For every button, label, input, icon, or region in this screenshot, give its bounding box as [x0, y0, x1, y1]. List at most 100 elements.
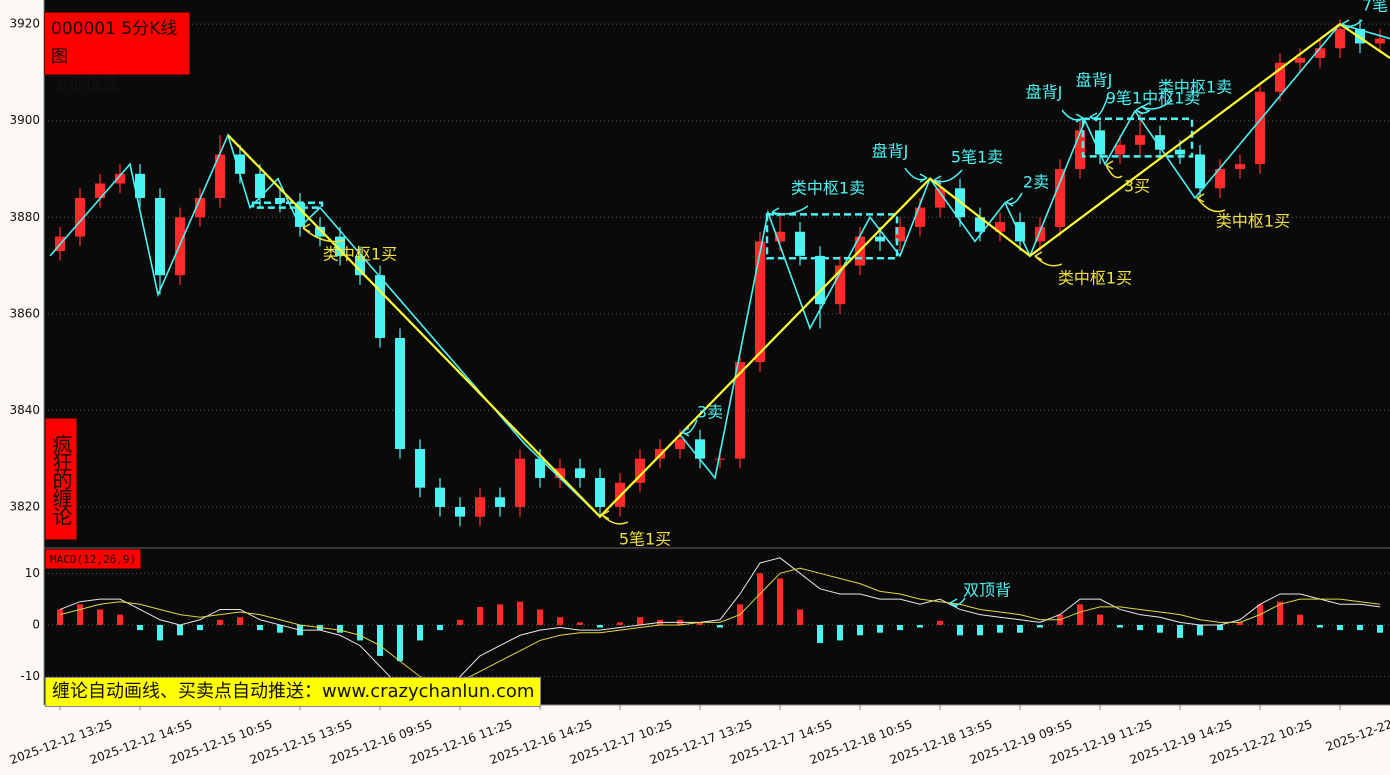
annotation-arrowhead [771, 207, 780, 217]
macd-bar [757, 573, 763, 625]
annotation: 盘背J [1026, 83, 1063, 102]
y-tick-label: 3920 [9, 17, 40, 31]
annotation-arrowhead [1089, 112, 1098, 122]
candle-body [1115, 144, 1125, 155]
macd-bar [997, 624, 1003, 633]
candle-body [1275, 62, 1285, 92]
y-tick-label: 3820 [9, 499, 40, 513]
candle-body [1055, 168, 1065, 227]
macd-bar [597, 624, 603, 628]
macd-bar [137, 624, 143, 631]
bi-line [227, 22, 1390, 519]
macd-bar [217, 619, 223, 625]
y-tick-label: 3880 [9, 210, 40, 224]
macd-bar [837, 624, 843, 641]
macd-bar [397, 624, 403, 662]
annotation-arrow [771, 205, 809, 215]
candle-body [795, 231, 805, 256]
macd-bar [437, 624, 443, 631]
macd-bar [157, 624, 163, 641]
candle-body [1255, 91, 1265, 165]
annotation-arrowhead [601, 510, 610, 520]
annotation-arrowhead [681, 427, 690, 437]
annotation-arrowhead [1141, 102, 1150, 112]
candle-body [1135, 135, 1145, 145]
macd-bar [937, 620, 943, 625]
candle-body [255, 173, 265, 198]
candle-body [1215, 168, 1225, 189]
y-tick-label: 3860 [9, 306, 40, 320]
candle-body [635, 458, 645, 483]
annotation-arrowhead [302, 223, 311, 233]
y-tick-label: 10 [25, 566, 40, 580]
candle-body [1235, 164, 1245, 169]
dea-line [59, 567, 1381, 683]
macd-bar [1077, 604, 1083, 625]
candle-body [1175, 149, 1185, 155]
annotation: 2卖 [1023, 173, 1049, 192]
macd-bar [877, 624, 883, 633]
macd-bar [1197, 624, 1203, 636]
annotation: 类中枢1买 [1216, 212, 1290, 231]
macd-bar [1137, 624, 1143, 631]
macd-bar [1377, 624, 1383, 633]
macd-bar [197, 624, 203, 631]
candle-body [675, 439, 685, 450]
candle-body [155, 197, 165, 276]
candle-body [355, 255, 365, 276]
annotation: 9笔1中枢1卖 [1106, 89, 1201, 108]
candle-body [75, 197, 85, 237]
macd-bar [977, 624, 983, 636]
annotation: 3卖 [697, 403, 723, 422]
candle-body [775, 231, 785, 242]
macd-bar [1357, 624, 1363, 631]
macd-bar [797, 609, 803, 625]
candle-body [915, 207, 925, 227]
macd-bar [257, 624, 263, 631]
candle-body [575, 468, 585, 478]
annotation: 5笔1买 [619, 530, 671, 549]
macd-bar [457, 619, 463, 625]
annotation-arrowhead [949, 598, 958, 608]
annotation-arrowhead [1034, 251, 1043, 261]
annotation: 类中枢1买 [323, 245, 397, 264]
macd-bar [557, 617, 563, 625]
candle-body [1095, 130, 1105, 155]
macd-bar [717, 624, 723, 628]
macd-bar [777, 578, 783, 625]
candle-body [135, 173, 145, 198]
annotation-arrowhead [1196, 193, 1205, 203]
macd-bar [857, 624, 863, 636]
candle-body [555, 468, 565, 478]
candle-body [495, 497, 505, 507]
candle-body [415, 449, 425, 488]
macd-bar [1317, 624, 1323, 628]
macd-bar [1017, 624, 1023, 633]
candle-body [715, 458, 725, 460]
y-tick-label: 3840 [9, 403, 40, 417]
chart-subtitle: 上证指数 [51, 75, 119, 95]
annotation-arrowhead [1005, 197, 1014, 207]
y-tick-label: -10 [20, 669, 40, 683]
candle-body [1295, 57, 1305, 63]
title-box: 000001 5分K线图 上证指数 [44, 12, 190, 95]
candle-body [995, 222, 1005, 232]
macd-title: MACD(12,26,9) [45, 549, 142, 569]
candle-body [1195, 154, 1205, 189]
annotation: 5笔1卖 [951, 148, 1003, 167]
macd-bar [617, 622, 623, 625]
macd-bar [1217, 624, 1223, 631]
annotation-arrowhead [1075, 113, 1084, 123]
y-tick-label: 3900 [9, 113, 40, 127]
candle-body [1015, 222, 1025, 242]
x-tick-label: 2025-12-22 [1324, 717, 1390, 754]
pivot-box [1081, 117, 1194, 158]
annotation: 类中枢1卖 [791, 179, 865, 198]
macd-bar [97, 609, 103, 625]
candle-body [515, 458, 525, 507]
annotation-arrowhead [933, 175, 942, 185]
annotation: 盘背J [872, 142, 909, 161]
annotation: 盘背J [1076, 71, 1113, 90]
